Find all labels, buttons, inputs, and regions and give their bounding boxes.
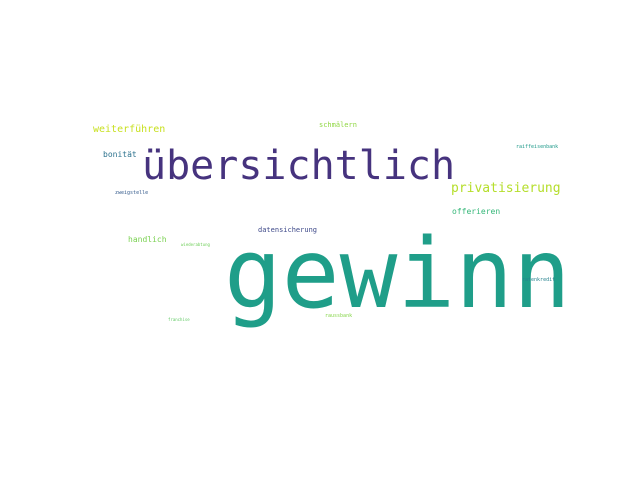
word-bonitaet: bonität xyxy=(103,150,137,159)
word-schmaelern: schmälern xyxy=(319,121,357,129)
word-raiffeisenbank: raiffeisenbank xyxy=(516,144,559,150)
word-privatisierung: privatisierung xyxy=(451,181,561,196)
word-raussbank: raussbank xyxy=(325,313,353,319)
word-wiederabtung: wiederabtung xyxy=(181,242,210,247)
word-datensicherung: datensicherung xyxy=(258,226,318,234)
word-handlich: handlich xyxy=(128,235,167,244)
word-offerieren: offerieren xyxy=(452,207,501,216)
word-weiterfuehren: weiterführen xyxy=(93,124,166,135)
word-ratenkredit: ratenkredit xyxy=(522,277,556,283)
word-franchise: franchise xyxy=(168,317,190,322)
word-gewinn: gewinn xyxy=(224,218,571,330)
word-uebersichtlich: übersichtlich xyxy=(142,143,456,189)
word-zweigstelle: zweigstelle xyxy=(115,190,149,196)
